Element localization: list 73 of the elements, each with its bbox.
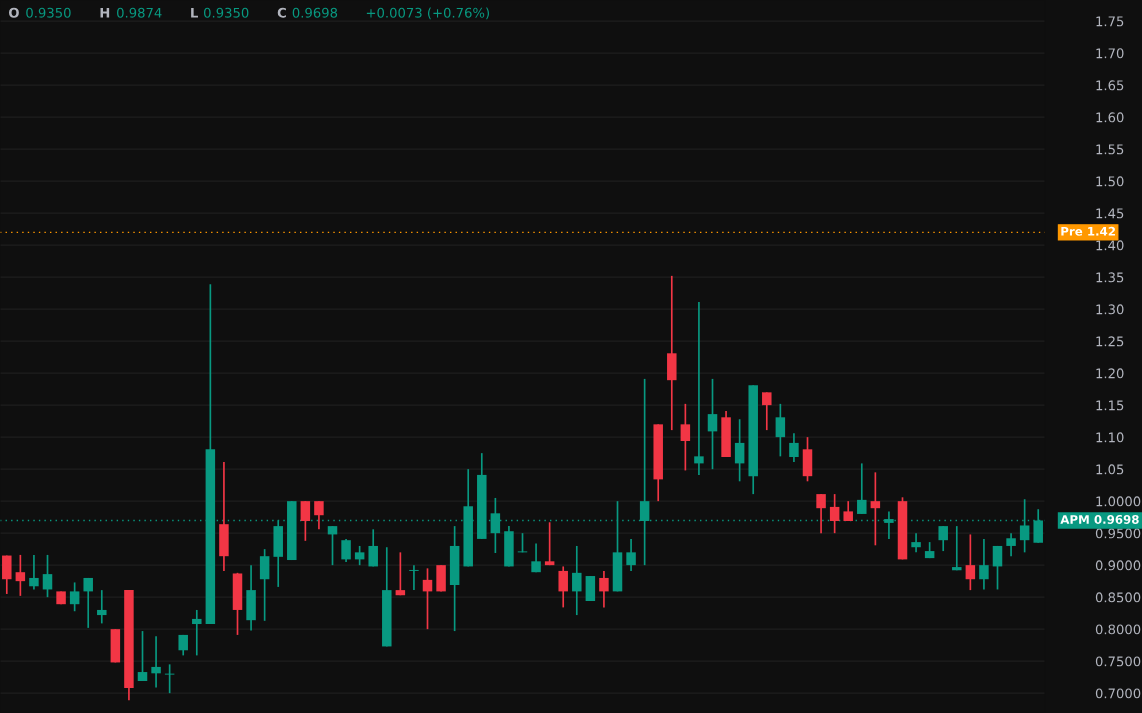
candlestick: [816, 493, 826, 534]
candlestick: [558, 565, 568, 609]
candlestick: [2, 554, 12, 595]
candlestick: [15, 554, 26, 597]
candlestick: [395, 551, 406, 597]
y-tick-label: 1.05: [1096, 464, 1124, 475]
candlestick: [1033, 508, 1043, 544]
y-tick-label: 0.8000: [1095, 624, 1141, 635]
candlestick: [762, 391, 772, 431]
candlestick: [572, 545, 582, 616]
annotation: +0.0073 (+0.76%): [366, 7, 489, 20]
ref-line-label: APM 0.9698: [1060, 514, 1139, 524]
candlestick: [151, 635, 161, 689]
y-tick-label: 0.7500: [1095, 656, 1141, 667]
candlestick: [259, 548, 270, 622]
candlestick: [69, 581, 80, 613]
candlestick: [83, 577, 93, 629]
candlestick: [775, 403, 786, 458]
candlestick: [870, 471, 881, 547]
y-tick-label: 1.35: [1096, 272, 1124, 283]
y-tick-label: 1.15: [1096, 400, 1124, 411]
candlestick: [409, 564, 419, 591]
y-tick-label: 1.70: [1096, 48, 1124, 59]
candlestick: [626, 538, 636, 572]
y-tick-label: 1.65: [1096, 80, 1124, 91]
y-tick-label: 1.45: [1096, 208, 1124, 219]
candlestick: [857, 462, 867, 515]
candlestick: [517, 532, 528, 554]
y-tick-label: 0.7000: [1095, 688, 1141, 699]
candlestick: [192, 609, 202, 657]
candlestick: [42, 554, 53, 598]
candlestick: [680, 403, 691, 472]
candlestick: [1006, 532, 1016, 558]
y-tick-label: 1.20: [1096, 368, 1124, 379]
candlestick: [694, 301, 704, 476]
candlestick: [97, 589, 107, 625]
y-tick-label: 1.55: [1096, 144, 1124, 155]
candlestick: [992, 545, 1003, 591]
y-tick-label: 1.40: [1096, 240, 1124, 251]
y-tick-label: 0.9000: [1095, 560, 1141, 571]
y-tick-label: 1.10: [1096, 432, 1124, 443]
candlestick: [29, 554, 39, 591]
candlestick: [327, 525, 338, 566]
candlestick: [707, 378, 718, 470]
candlestick: [354, 545, 365, 566]
candlestick: [938, 525, 948, 552]
y-tick-label: 1.75: [1096, 16, 1124, 27]
y-tick-label: 0.8500: [1095, 592, 1141, 603]
candlestick: [422, 567, 433, 630]
candlestick: [952, 525, 962, 572]
candlestick: [965, 533, 976, 591]
candlestick: [599, 570, 609, 609]
candlestick: [843, 500, 853, 522]
y-tick-label: 1.25: [1096, 336, 1124, 347]
candlestick: [829, 493, 840, 534]
candlestick: [734, 418, 745, 483]
candlestick: [137, 630, 148, 682]
candlestick: [979, 538, 989, 591]
y-tick-label: 1.60: [1096, 112, 1124, 123]
y-tick-label: 1.0000: [1096, 496, 1141, 507]
candlestick: [314, 500, 324, 531]
candlestick: [164, 663, 175, 694]
candlestick: [300, 500, 311, 542]
y-tick-label: 1.50: [1096, 176, 1124, 187]
y-tick-label: 1.30: [1096, 304, 1124, 315]
candlestick: [531, 542, 541, 574]
candlestick: [544, 521, 555, 566]
candlestick: [911, 532, 921, 554]
ref-line-label: Pre 1.42: [1061, 226, 1115, 236]
candlestick: [368, 528, 378, 568]
candlestick: [789, 432, 799, 463]
candlestick: [341, 538, 351, 563]
y-tick-label: 0.9500: [1095, 528, 1141, 539]
